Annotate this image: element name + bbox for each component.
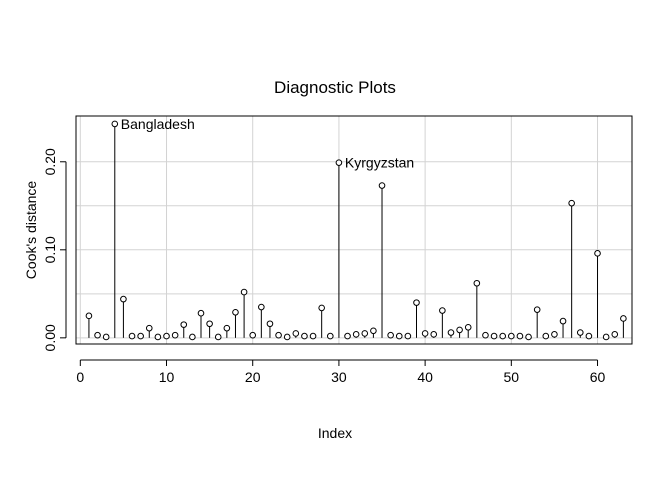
y-tick-label: 0.10: [42, 236, 58, 263]
data-point: [111, 120, 119, 128]
data-point: [473, 279, 481, 287]
data-point: [283, 333, 291, 341]
plot-frame: [75, 115, 633, 345]
data-point: [482, 331, 489, 339]
data-point: [232, 309, 239, 316]
data-point: [189, 333, 196, 341]
data-point: [102, 333, 110, 341]
data-point: [464, 323, 472, 331]
data-point: [266, 320, 274, 328]
data-point: [533, 306, 541, 313]
data-point: [171, 331, 179, 339]
x-tick-label: 50: [504, 369, 520, 385]
data-point: [137, 332, 144, 340]
data-point: [309, 332, 317, 340]
x-tick-label: 60: [590, 369, 606, 385]
chart-title: Diagnostic Plots: [274, 78, 396, 97]
data-point: [594, 250, 601, 257]
data-point: [447, 329, 455, 336]
y-axis: 0.00 0.10 0.20: [42, 148, 67, 351]
x-tick-label: 40: [417, 369, 433, 385]
data-point: [620, 315, 627, 322]
y-tick-label: 0.00: [42, 324, 58, 351]
data-point: [404, 332, 412, 340]
data-point: [206, 320, 213, 328]
data-point: [163, 332, 170, 340]
data-point: [94, 331, 101, 339]
data-point: [516, 332, 524, 340]
data-point: [378, 182, 386, 189]
data-point: [301, 332, 308, 340]
data-point: [421, 330, 429, 337]
x-tick-label: 10: [159, 369, 175, 385]
data-point: [576, 329, 584, 336]
data-point: [145, 324, 153, 332]
point-annotation: Kyrgyzstan: [345, 155, 414, 171]
data-point: [395, 332, 403, 340]
data-point: [326, 332, 334, 340]
x-tick-label: 0: [76, 369, 84, 385]
data-point: [602, 333, 610, 341]
data-point: [559, 317, 567, 325]
data-point: [85, 312, 93, 320]
data-point: [551, 331, 558, 338]
data-point: [344, 332, 351, 340]
data-point: [490, 332, 498, 340]
data-point: [352, 331, 360, 338]
data-point: [361, 330, 369, 337]
data-point: [499, 332, 506, 340]
data-point: [413, 299, 420, 306]
data-point: [120, 295, 127, 303]
point-annotation: Bangladesh: [121, 116, 195, 132]
grid: [76, 116, 632, 344]
x-tick-label: 20: [245, 369, 261, 385]
y-tick-label: 0.20: [42, 148, 58, 175]
data-point: [508, 332, 515, 340]
data-point: [275, 331, 282, 339]
data-point: [214, 333, 222, 341]
data-point: [249, 331, 257, 339]
data-point: [292, 330, 300, 337]
data-point: [430, 331, 438, 338]
data-point: [456, 326, 463, 334]
data-point: [335, 159, 343, 166]
data-point: [568, 199, 575, 207]
y-axis-label: Cook's distance: [23, 181, 39, 280]
data-point: [525, 333, 532, 341]
data-point: [542, 332, 550, 340]
points: [85, 120, 627, 341]
data-point: [240, 288, 248, 296]
annotations: Bangladesh Kyrgyzstan: [121, 116, 414, 171]
data-point: [154, 333, 162, 341]
data-point: [585, 332, 593, 340]
data-point: [128, 332, 136, 340]
data-point: [223, 324, 231, 332]
data-point: [180, 321, 188, 328]
x-axis-label: Index: [318, 425, 352, 441]
data-point: [258, 303, 265, 311]
data-point: [611, 331, 619, 338]
data-point: [197, 309, 205, 317]
data-point: [387, 331, 394, 339]
data-point: [318, 304, 325, 312]
data-point: [370, 327, 377, 335]
x-axis: 0 10 20 30 40 50 60: [76, 359, 606, 385]
data-point: [439, 307, 446, 314]
x-tick-label: 30: [331, 369, 347, 385]
